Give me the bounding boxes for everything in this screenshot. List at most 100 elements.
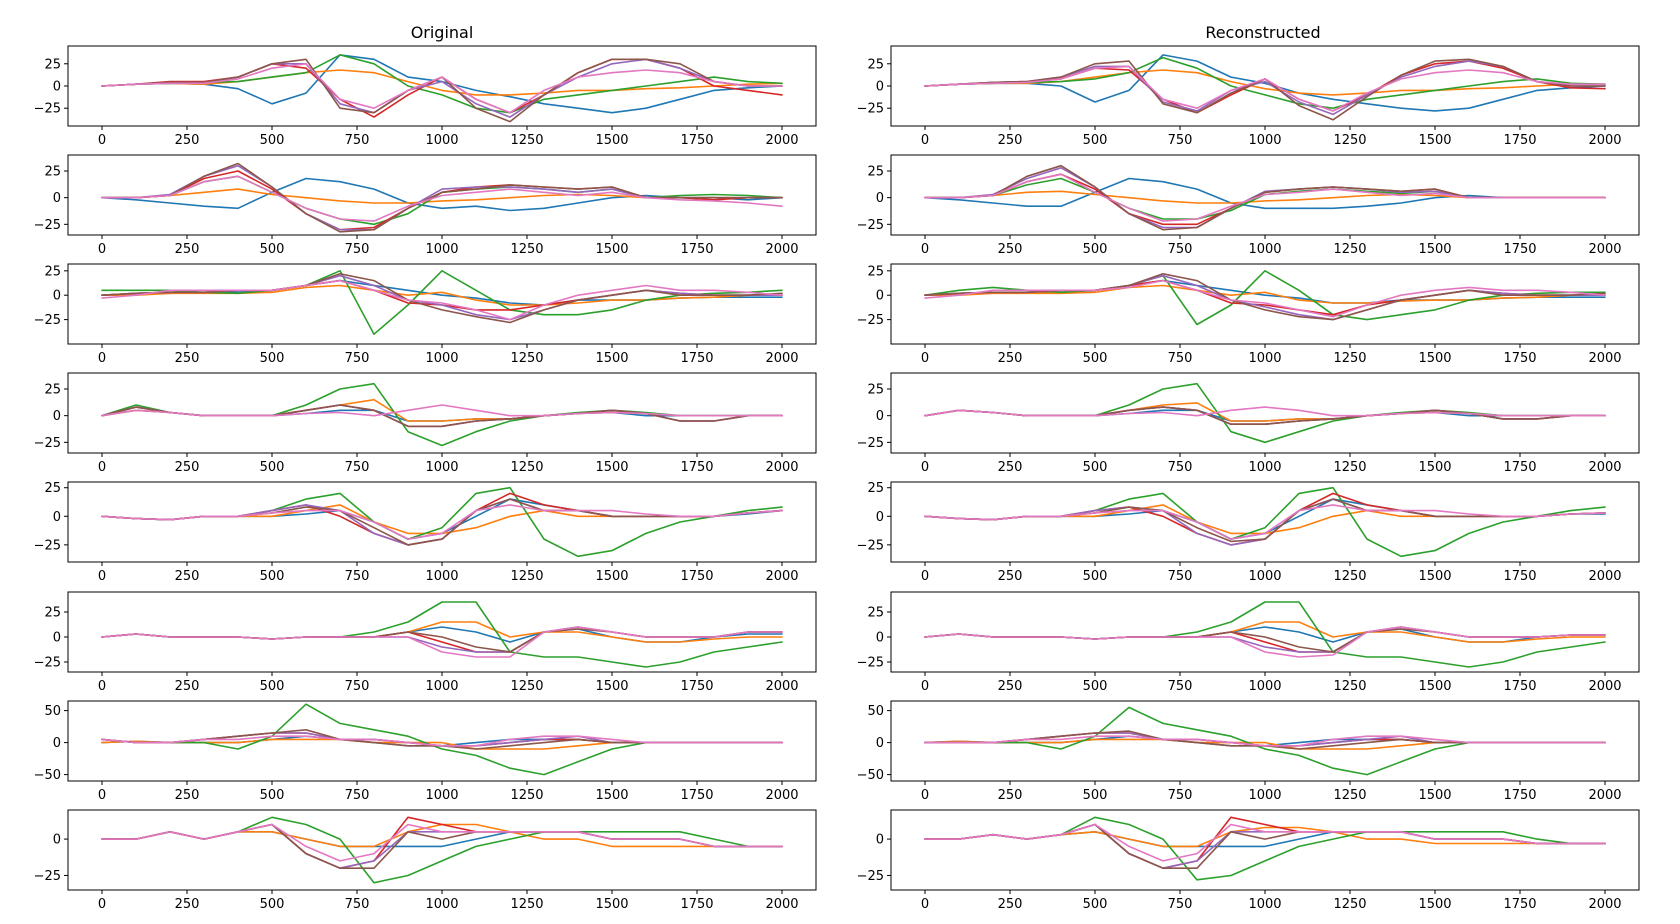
x-tick-label: 0: [98, 460, 106, 475]
x-tick-label: 250: [175, 679, 200, 694]
series-line-4: [924, 626, 1606, 653]
x-tick-label: 1500: [595, 679, 628, 694]
y-tick-label: 25: [867, 606, 884, 621]
series-line-2: [101, 823, 783, 848]
series-line-1: [101, 735, 783, 747]
series-group: [101, 601, 783, 668]
series-group: [924, 269, 1606, 326]
x-tick-label: 1000: [425, 242, 458, 257]
x-tick-label: 0: [921, 133, 929, 148]
x-tick-label: 1000: [425, 679, 458, 694]
series-line-1: [924, 626, 1606, 643]
series-line-2: [924, 738, 1606, 750]
x-tick-label: 750: [1168, 788, 1193, 803]
series-group: [924, 706, 1606, 776]
x-tick-label: 500: [1083, 133, 1108, 148]
x-tick-label: 1000: [425, 460, 458, 475]
x-tick-label: 1000: [1248, 460, 1281, 475]
axes-frame: [67, 263, 817, 345]
series-group: [924, 816, 1606, 881]
x-tick-label: 250: [998, 133, 1023, 148]
axes-frame: [67, 481, 817, 563]
x-tick-label: 750: [345, 897, 370, 912]
x-tick-label: 2000: [1588, 897, 1621, 912]
x-tick-label: 750: [1168, 460, 1193, 475]
y-tick-label: −50: [34, 768, 61, 783]
x-tick-label: 1000: [1248, 788, 1281, 803]
column-title-reconstructed: Reconstructed: [1205, 23, 1320, 42]
x-tick-label: 1000: [425, 133, 458, 148]
y-tick-label: 0: [876, 409, 884, 424]
y-tick-label: 0: [876, 510, 884, 525]
y-tick-label: −25: [857, 656, 884, 671]
series-line-7: [101, 279, 783, 321]
x-tick-label: 1250: [1333, 679, 1366, 694]
x-tick-label: 0: [98, 788, 106, 803]
series-line-3: [924, 816, 1606, 881]
x-tick-label: 1750: [1503, 897, 1536, 912]
x-tick-label: 1000: [1248, 569, 1281, 584]
series-line-6: [924, 498, 1606, 543]
series-line-2: [101, 69, 783, 96]
x-tick-label: 2000: [1588, 788, 1621, 803]
x-tick-label: 2000: [765, 788, 798, 803]
x-tick-label: 1000: [1248, 133, 1281, 148]
x-tick-label: 1000: [425, 351, 458, 366]
y-tick-label: 25: [44, 165, 61, 180]
x-tick-label: 500: [1083, 351, 1108, 366]
y-tick-label: 0: [53, 631, 61, 646]
x-tick-label: 1500: [595, 351, 628, 366]
x-tick-label: 0: [921, 242, 929, 257]
series-line-7: [101, 626, 783, 658]
x-tick-label: 1500: [595, 242, 628, 257]
x-tick-label: 0: [98, 897, 106, 912]
x-tick-label: 1750: [680, 897, 713, 912]
x-tick-label: 750: [345, 569, 370, 584]
x-tick-label: 1750: [1503, 788, 1536, 803]
y-tick-label: 0: [53, 80, 61, 95]
x-tick-label: 250: [998, 351, 1023, 366]
y-tick-label: −25: [34, 102, 61, 117]
x-tick-label: 750: [1168, 351, 1193, 366]
x-tick-label: 1500: [1418, 679, 1451, 694]
x-tick-label: 1000: [425, 788, 458, 803]
series-group: [924, 54, 1606, 121]
series-line-1: [924, 177, 1606, 210]
y-tick-label: 0: [876, 631, 884, 646]
x-tick-label: 250: [998, 242, 1023, 257]
x-tick-label: 1250: [1333, 133, 1366, 148]
x-tick-label: 0: [98, 351, 106, 366]
x-tick-label: 1750: [680, 460, 713, 475]
x-tick-label: 250: [998, 788, 1023, 803]
y-tick-label: 0: [53, 736, 61, 751]
axes-frame: [67, 591, 817, 673]
y-tick-label: 25: [867, 165, 884, 180]
x-tick-label: 2000: [765, 351, 798, 366]
series-line-7: [924, 823, 1606, 862]
x-tick-label: 750: [345, 460, 370, 475]
series-line-1: [101, 177, 783, 212]
y-tick-label: 0: [53, 289, 61, 304]
series-line-3: [924, 382, 1606, 444]
y-tick-label: −25: [857, 436, 884, 451]
x-tick-label: 250: [175, 351, 200, 366]
x-tick-label: 500: [1083, 242, 1108, 257]
series-line-7: [101, 823, 783, 862]
x-tick-label: 500: [260, 351, 285, 366]
x-tick-label: 1250: [1333, 351, 1366, 366]
series-line-4: [924, 492, 1606, 546]
series-line-4: [101, 492, 783, 546]
series-group: [101, 816, 783, 884]
x-tick-label: 0: [98, 133, 106, 148]
y-tick-label: 0: [53, 510, 61, 525]
x-tick-label: 1500: [1418, 242, 1451, 257]
y-tick-label: −25: [34, 538, 61, 553]
y-tick-label: 0: [876, 289, 884, 304]
x-tick-label: 750: [345, 788, 370, 803]
x-tick-label: 250: [175, 788, 200, 803]
